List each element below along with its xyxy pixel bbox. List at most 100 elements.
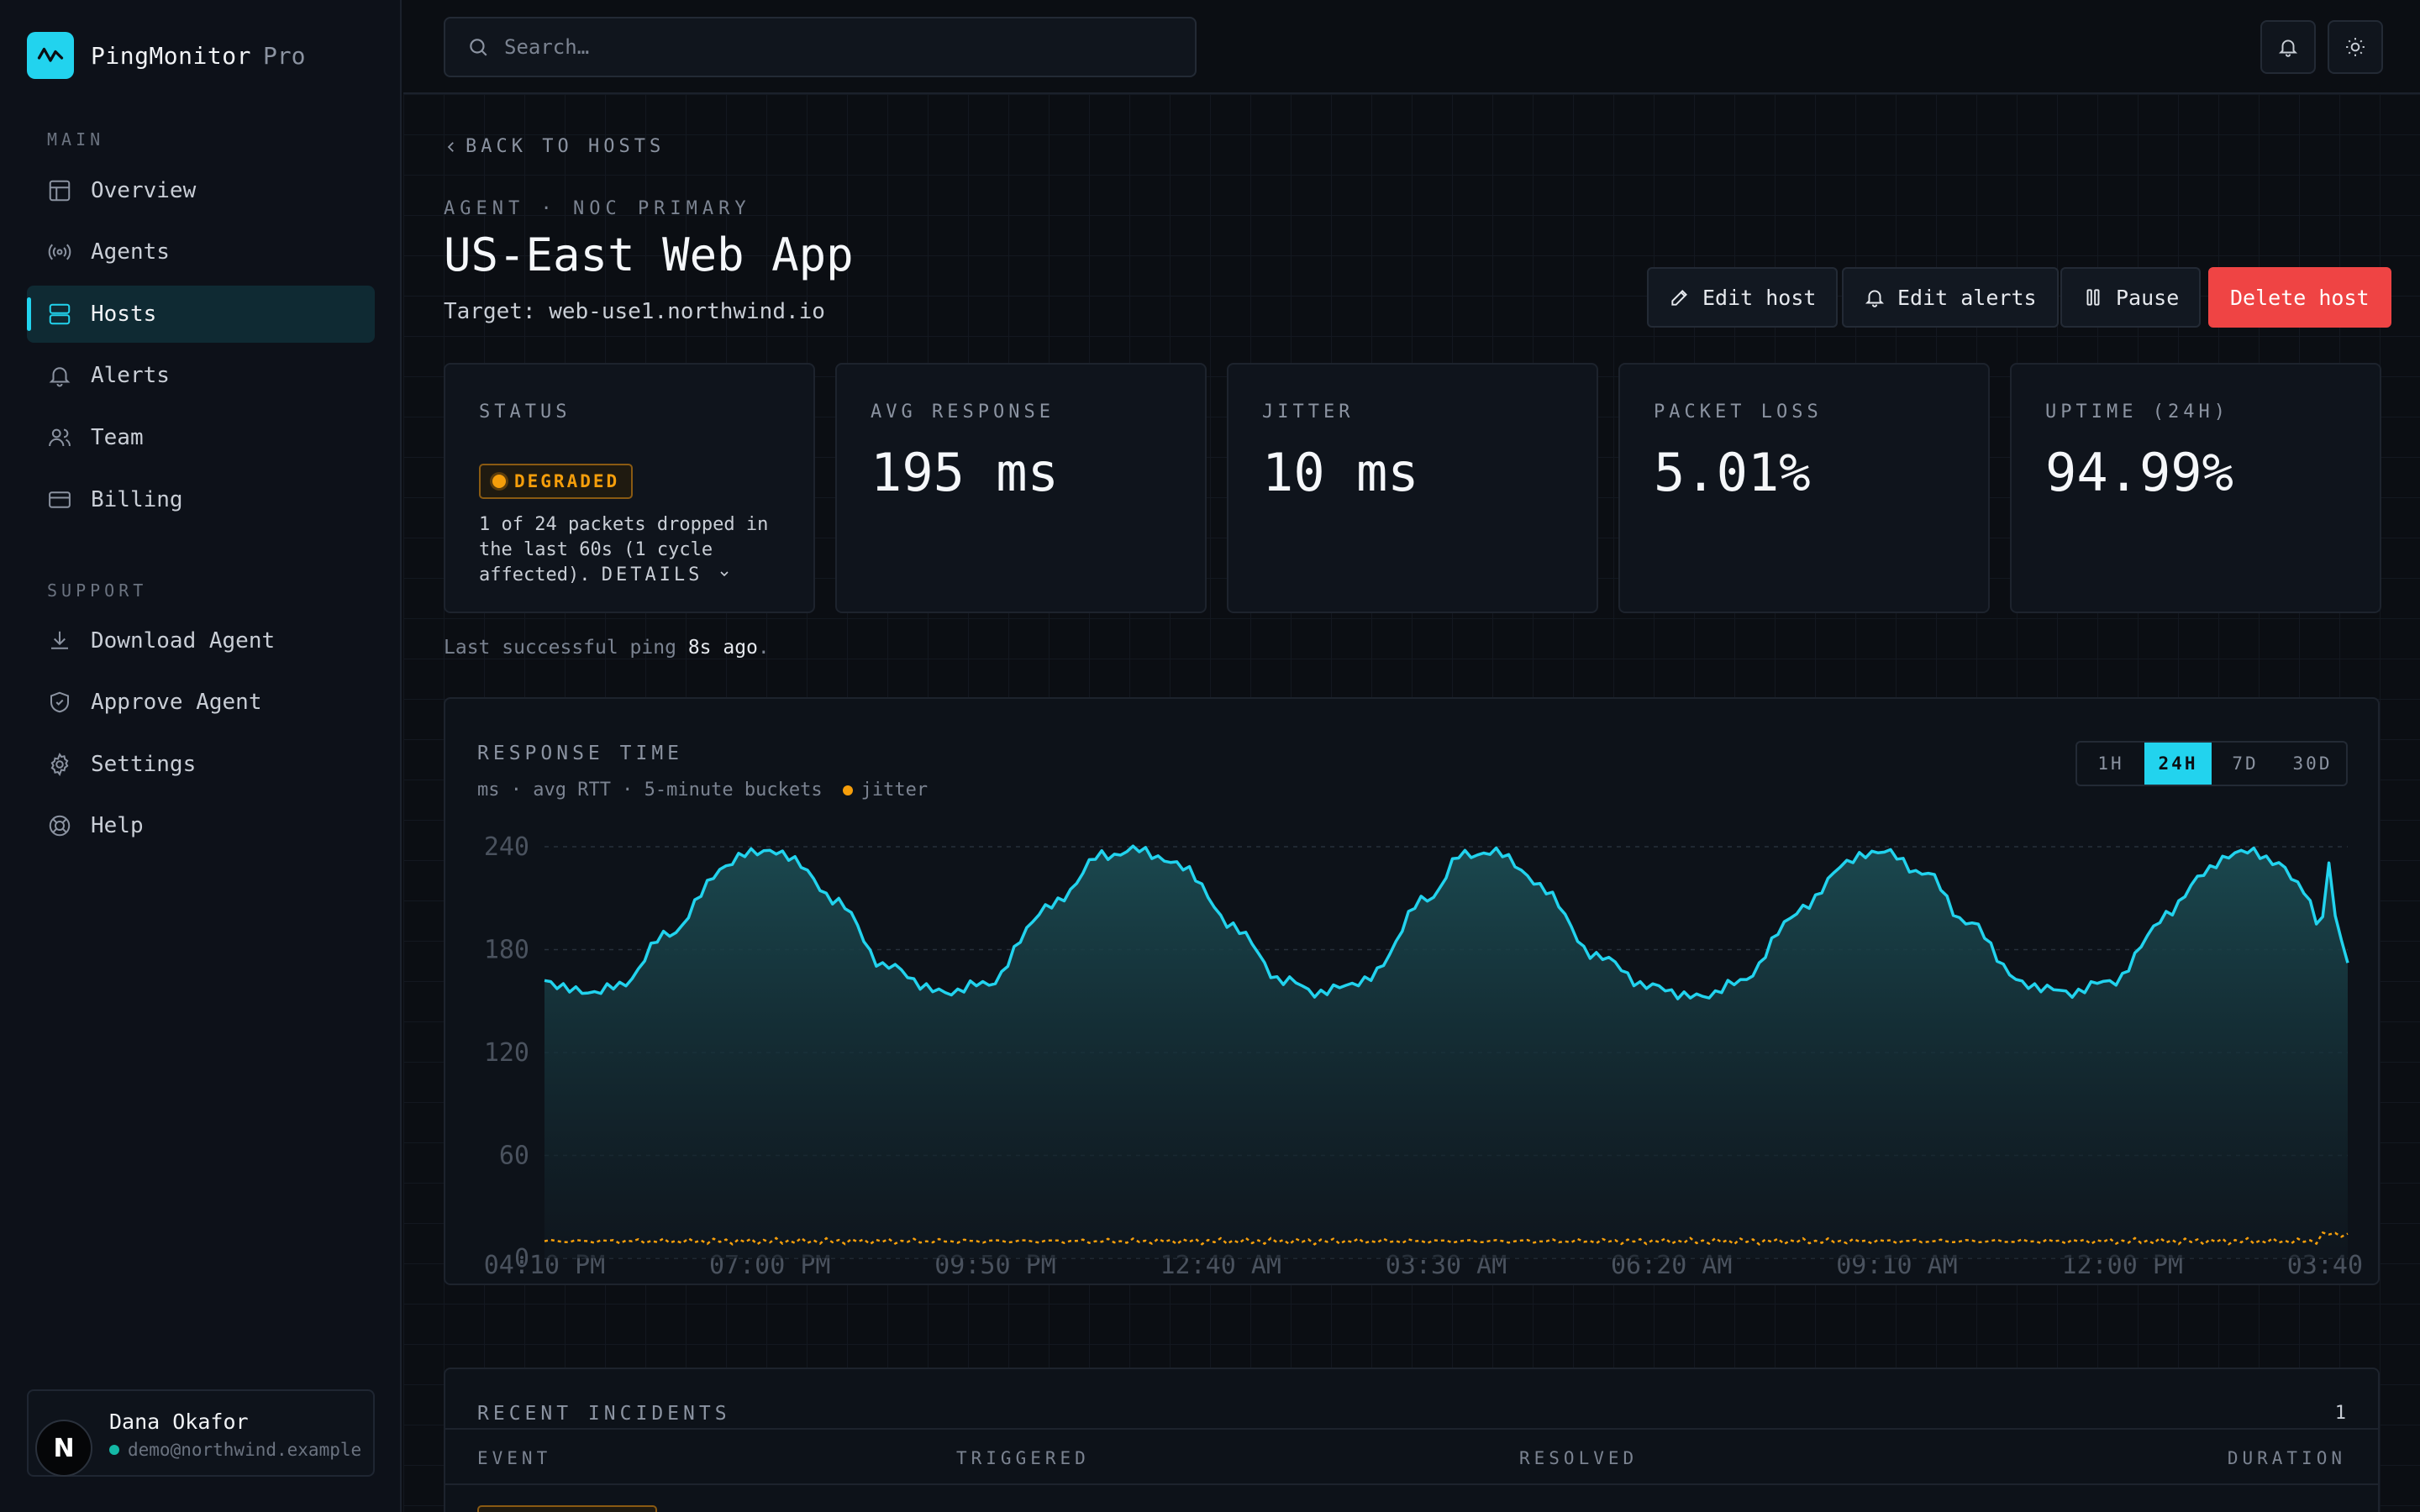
brand[interactable]: PingMonitor Pro [27, 32, 306, 79]
recent-incidents-card: RECENT INCIDENTS 1 EVENT TRIGGERED RESOL… [444, 1368, 2380, 1512]
main-content: BACK TO HOSTS AGENT · NOC PRIMARY US-Eas… [403, 94, 2420, 1512]
gear-icon [50, 752, 69, 777]
topbar [403, 0, 2420, 94]
sun-icon [2346, 38, 2365, 56]
host-target: Target: web-use1.northwind.io [444, 299, 825, 324]
range-7d-button[interactable]: 7D [2232, 753, 2259, 774]
sidebar-item-label: Settings [91, 752, 197, 777]
range-30d-button[interactable]: 30D [2292, 753, 2333, 774]
bell-icon [2278, 39, 2298, 57]
sidebar-item-settings[interactable]: Settings [27, 736, 375, 793]
warning-dot-icon [492, 475, 506, 488]
response-time-area [544, 846, 2348, 1258]
agent-eyebrow: AGENT · NOC PRIMARY [444, 198, 751, 219]
shield-icon [50, 691, 69, 713]
online-status-icon [109, 1445, 119, 1455]
edit-host-button[interactable]: Edit host [1647, 267, 1839, 328]
pause-label: Pause [2116, 285, 2180, 310]
edit-alerts-label: Edit alerts [1897, 285, 2037, 310]
nav-section-support: SUPPORT [47, 580, 148, 601]
avatar: N [35, 1420, 92, 1477]
sidebar-item-team[interactable]: Team [27, 409, 375, 466]
event-chip [477, 1505, 657, 1512]
back-to-hosts-link[interactable]: BACK TO HOSTS [444, 136, 665, 157]
sidebar-item-hosts[interactable]: Hosts [27, 286, 375, 343]
column-header-resolved: RESOLVED [1519, 1448, 1639, 1468]
incidents-count: 1 [2334, 1403, 2346, 1424]
sidebar-item-download-agent[interactable]: Download Agent [27, 612, 375, 669]
search-box[interactable] [444, 17, 1197, 77]
user-email: demo@northwind.example [128, 1440, 362, 1460]
credit-card-icon [49, 491, 71, 508]
last-ping-value: 8s ago [687, 637, 758, 659]
nav-section-main: MAIN [47, 129, 105, 150]
jitter-legend-label: jitter [860, 780, 929, 801]
sidebar-item-overview[interactable]: Overview [27, 162, 375, 219]
sidebar-item-agents[interactable]: Agents [27, 223, 375, 281]
incidents-title: RECENT INCIDENTS [477, 1403, 731, 1425]
bell-icon [1865, 290, 1885, 307]
details-label: DETAILS [601, 564, 703, 585]
server-icon [49, 303, 71, 325]
theme-toggle-button[interactable] [2328, 20, 2383, 74]
range-1h-button[interactable]: 1H [2097, 753, 2124, 774]
lifebuoy-icon [49, 815, 71, 837]
y-tick-label: 240 [484, 832, 529, 862]
sidebar-item-alerts[interactable]: Alerts [27, 347, 375, 404]
users-icon [49, 428, 71, 447]
y-tick-label: 0 [514, 1244, 529, 1273]
radio-icon [48, 244, 71, 260]
chevron-down-icon [720, 571, 729, 577]
y-tick-label: 60 [499, 1142, 529, 1171]
jitter-label: JITTER [1262, 402, 1355, 423]
brand-tier: Pro [262, 41, 306, 70]
column-header-triggered: TRIGGERED [956, 1448, 1090, 1468]
uptime-card: UPTIME (24H) 94.99% [2010, 363, 2381, 613]
sidebar-item-label: Download Agent [91, 628, 276, 654]
packet-loss-card: PACKET LOSS 5.01% [1618, 363, 1990, 613]
sidebar-item-label: Approve Agent [91, 690, 262, 715]
jitter-line [544, 1231, 2349, 1247]
sidebar-item-help[interactable]: Help [27, 797, 375, 854]
column-header-event: EVENT [477, 1448, 552, 1468]
status-label: STATUS [479, 402, 571, 423]
user-email-row: demo@northwind.example [109, 1440, 361, 1460]
chart-subtitle-text: ms · avg RTT · 5-minute buckets [477, 780, 823, 801]
search-icon [470, 39, 487, 56]
edit-host-label: Edit host [1702, 285, 1817, 310]
sidebar-item-label: Team [91, 425, 144, 450]
avg-response-value: 195 ms [871, 442, 1059, 503]
incidents-table-header: EVENT TRIGGERED RESOLVED DURATION [445, 1428, 2378, 1485]
table-row[interactable] [445, 1487, 2378, 1512]
sidebar-item-label: Hosts [91, 302, 157, 327]
range-toggle: 1H 24H 7D 30D [2075, 741, 2348, 786]
download-icon [51, 631, 68, 649]
delete-host-button[interactable]: Delete host [2208, 267, 2391, 328]
response-time-line [544, 844, 2349, 1000]
bell-icon [49, 367, 71, 387]
user-card[interactable]: N Dana Okafor demo@northwind.example [27, 1389, 375, 1477]
jitter-value: 10 ms [1262, 442, 1419, 503]
status-description-text: 1 of 24 packets dropped in the last 60s … [479, 514, 769, 585]
pulse-logo-icon [27, 32, 74, 79]
sidebar-item-billing[interactable]: Billing [27, 471, 375, 528]
status-badge-label: DEGRADED [514, 471, 620, 491]
status-description: 1 of 24 packets dropped in the last 60s … [479, 512, 798, 588]
back-link-label: BACK TO HOSTS [466, 136, 666, 157]
sidebar-item-label: Agents [91, 239, 170, 265]
details-toggle[interactable]: DETAILS [602, 564, 731, 585]
jitter-card: JITTER 10 ms [1227, 363, 1598, 613]
notifications-button[interactable] [2260, 20, 2316, 74]
edit-alerts-button[interactable]: Edit alerts [1842, 267, 2059, 328]
search-input[interactable] [504, 35, 1176, 59]
sidebar: PingMonitor Pro MAIN Overview Agents Host… [0, 0, 402, 1512]
pause-button[interactable]: Pause [2060, 267, 2202, 328]
avg-response-label: AVG RESPONSE [871, 402, 1055, 423]
last-ping-prefix: Last successful ping [444, 637, 676, 659]
uptime-value: 94.99% [2045, 442, 2233, 503]
sidebar-item-label: Overview [91, 178, 197, 203]
sidebar-item-approve-agent[interactable]: Approve Agent [27, 674, 375, 731]
range-24h-button[interactable]: 24H [2144, 743, 2212, 785]
